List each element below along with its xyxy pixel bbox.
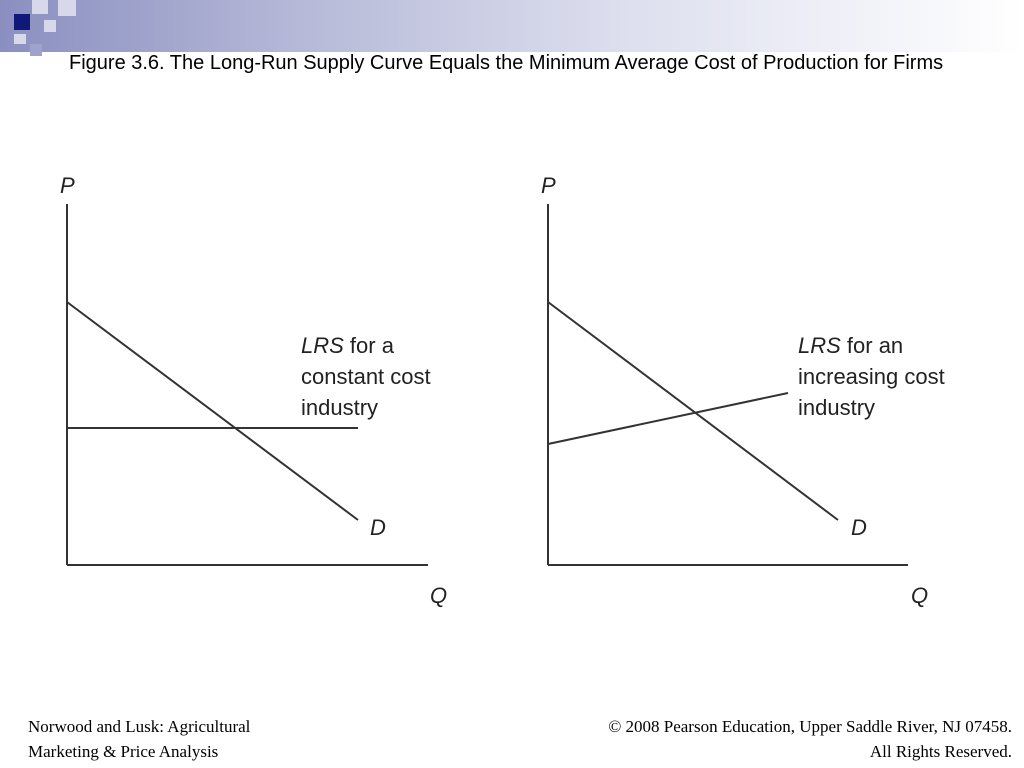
lrs-label-line1: LRS for a — [301, 333, 395, 358]
lrs-label-prefix: LRS — [798, 333, 841, 358]
lrs-label-line2: increasing cost — [798, 364, 945, 389]
decorative-square — [14, 34, 26, 44]
diagram-increasing-cost: P Q D LRS for an increasing cost industr… — [541, 173, 945, 608]
x-axis-label: Q — [911, 583, 928, 608]
demand-label: D — [851, 515, 867, 540]
lrs-label-line1: LRS for an — [798, 333, 903, 358]
lrs-label-line2: constant cost — [301, 364, 431, 389]
decorative-square — [32, 0, 48, 14]
y-axis-label: P — [60, 173, 75, 198]
lrs-curve — [547, 392, 789, 445]
diagram-constant-cost: P Q D LRS for a constant cost industry — [60, 173, 447, 608]
footer-copyright: © 2008 Pearson Education, Upper Saddle R… — [608, 714, 1012, 764]
decorative-square — [14, 14, 30, 30]
footer-right-line1: © 2008 Pearson Education, Upper Saddle R… — [608, 717, 1012, 736]
decorative-square — [58, 0, 76, 16]
footer-left-line2: Marketing & Price Analysis — [28, 742, 219, 761]
y-axis-label: P — [541, 173, 556, 198]
lrs-label-line3: industry — [798, 395, 875, 420]
footer-right-line2: All Rights Reserved. — [869, 742, 1012, 761]
decorative-square — [44, 20, 56, 32]
demand-curve — [547, 301, 839, 521]
lrs-label-suffix: for an — [841, 333, 903, 358]
footer-book-credit: Norwood and Lusk: Agricultural Marketing… — [28, 714, 250, 764]
decorative-square — [30, 44, 42, 56]
demand-label: D — [370, 515, 386, 540]
lrs-label-prefix: LRS — [301, 333, 344, 358]
lrs-label-suffix: for a — [344, 333, 395, 358]
slide-title: Figure 3.6. The Long-Run Supply Curve Eq… — [69, 52, 944, 74]
footer-left-line1: Norwood and Lusk: Agricultural — [28, 717, 251, 736]
lrs-label-line3: industry — [301, 395, 378, 420]
demand-curve — [66, 301, 359, 521]
header-band — [0, 0, 1024, 52]
x-axis-label: Q — [430, 583, 447, 608]
